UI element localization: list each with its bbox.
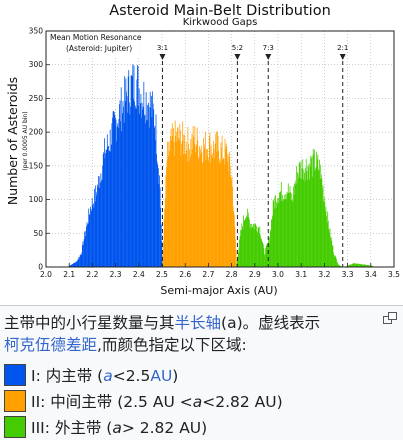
x-tick-label: 3.0 <box>272 270 284 279</box>
figure-caption: 主带中的小行星数量与其半长轴(a)。虚线表示 柯克伍德差距,而颜色指定以下区域:… <box>0 305 403 440</box>
semi-major-axis-link[interactable]: 半长轴 <box>175 314 222 332</box>
x-tick-label: 2.8 <box>226 270 238 279</box>
y-tick-label: 300 <box>29 60 44 69</box>
y-tick-label: 250 <box>29 94 44 103</box>
annotation-line-2: (Asteroid: Jupiter) <box>66 44 132 53</box>
x-tick-label: 2.5 <box>156 270 168 279</box>
x-tick-label: 2.3 <box>110 270 122 279</box>
outer-belt-label: III: 外主带 (a> 2.82 AU) <box>31 416 207 438</box>
resonance-label: 7:3 <box>263 44 274 52</box>
caption-line1-post: (a)。虚线表示 <box>221 314 320 332</box>
resonance-label: 3:1 <box>157 44 168 52</box>
caption-text: 主带中的小行星数量与其半长轴(a)。虚线表示 柯克伍德差距,而颜色指定以下区域: <box>4 312 364 356</box>
x-tick-label: 3.3 <box>342 270 354 279</box>
y-tick-label: 350 <box>29 27 44 36</box>
enlarge-icon[interactable] <box>383 312 397 324</box>
au-link[interactable]: AU <box>150 367 172 385</box>
kirkwood-gap-link[interactable]: 柯克伍德差距 <box>4 336 97 354</box>
annotation-line-1: Mean Motion Resonance <box>50 33 142 42</box>
y-axis-label: Number of Asteroids <box>5 77 20 205</box>
x-tick-label: 2.1 <box>63 270 75 279</box>
legend-row-inner: I: 内主带 (a<2.5AU) <box>4 362 283 388</box>
x-tick-label: 3.5 <box>388 270 400 279</box>
y-tick-label: 200 <box>29 128 44 137</box>
x-tick-label: 3.2 <box>318 270 330 279</box>
region-legend: I: 内主带 (a<2.5AU) II: 中间主带 (2.5 AU <a<2.8… <box>4 362 283 440</box>
chart-area: Asteroid Main-Belt Distribution Kirkwood… <box>0 0 403 305</box>
x-tick-label: 2.2 <box>86 270 98 279</box>
inner-belt-label: I: 内主带 (a<2.5AU) <box>31 364 178 386</box>
x-axis-label: Semi-major Axis (AU) <box>160 284 277 297</box>
legend-row-middle: II: 中间主带 (2.5 AU <a<2.82 AU) <box>4 388 283 414</box>
x-tick-label: 2.6 <box>179 270 191 279</box>
x-tick-label: 2.4 <box>133 270 145 279</box>
x-tick-label: 3.1 <box>295 270 307 279</box>
resonance-annotation: Mean Motion Resonance (Asteroid: Jupiter… <box>47 32 142 56</box>
inner-belt-swatch <box>4 364 26 386</box>
y-tick-label: 100 <box>29 195 44 204</box>
x-tick-label: 3.4 <box>365 270 377 279</box>
y-tick-label: 50 <box>33 229 43 238</box>
y-tick-label: 150 <box>29 161 44 170</box>
middle-belt-swatch <box>4 390 26 412</box>
outer-belt-swatch <box>4 416 26 438</box>
chart-svg: Asteroid Main-Belt Distribution Kirkwood… <box>0 0 403 305</box>
x-tick-label: 2.7 <box>202 270 214 279</box>
middle-belt-label: II: 中间主带 (2.5 AU <a<2.82 AU) <box>31 390 283 412</box>
resonance-label: 5:2 <box>232 44 243 52</box>
resonance-label: 2:1 <box>337 44 348 52</box>
chart-subtitle: Kirkwood Gaps <box>183 17 258 28</box>
caption-line2-post: ,而颜色指定以下区域: <box>97 336 247 354</box>
caption-line1-pre: 主带中的小行星数量与其 <box>4 314 175 332</box>
legend-row-outer: III: 外主带 (a> 2.82 AU) <box>4 414 283 440</box>
x-tick-label: 2.0 <box>40 270 52 279</box>
x-tick-label: 2.9 <box>249 270 261 279</box>
